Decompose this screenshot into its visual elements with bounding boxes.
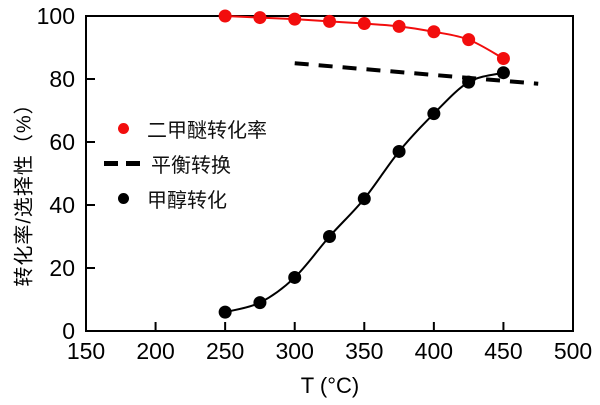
- x-tick-label: 500: [554, 338, 592, 364]
- series-marker-methanol-conversion: [253, 296, 267, 310]
- series-marker-methanol-conversion: [462, 75, 476, 89]
- y-axis-label: 转化率/选择性（%）: [13, 93, 36, 287]
- y-tick-label: 60: [49, 129, 75, 155]
- y-tick-label: 80: [49, 66, 75, 92]
- series-marker-methanol-conversion: [218, 305, 232, 319]
- legend-label-methanol-conversion: 甲醇转化: [147, 189, 227, 212]
- x-tick-label: 250: [206, 338, 244, 364]
- x-tick-label: 400: [415, 338, 453, 364]
- y-tick-label: 20: [49, 255, 75, 281]
- y-tick-label: 100: [37, 3, 75, 29]
- series-line-equilibrium-conversion: [294, 61, 539, 86]
- series-marker-methanol-conversion: [427, 107, 441, 121]
- series-marker-methanol-conversion: [357, 192, 371, 206]
- dash-line-icon: [126, 160, 140, 166]
- series-marker-methanol-conversion: [323, 230, 336, 243]
- x-tick-label: 300: [276, 338, 314, 364]
- series-marker-methanol-conversion: [392, 144, 406, 158]
- series-marker-dme-conversion: [392, 19, 406, 33]
- series-marker-dme-conversion: [218, 9, 232, 23]
- series-marker-methanol-conversion: [496, 66, 510, 80]
- series-marker-dme-conversion: [427, 25, 441, 39]
- legend-item-dme-conversion: 二甲醚转化率: [118, 116, 267, 142]
- legend-label-equilibrium-conversion: 平衡转换: [151, 154, 231, 177]
- legend-item-equilibrium-conversion: 平衡转换: [104, 151, 231, 177]
- x-tick-label: 350: [345, 338, 383, 364]
- x-tick-label: 200: [136, 338, 174, 364]
- series-marker-methanol-conversion: [288, 270, 302, 284]
- series-marker-dme-conversion: [357, 17, 371, 31]
- y-tick-label: 0: [62, 318, 75, 344]
- series-marker-dme-conversion: [323, 14, 336, 28]
- series-marker-dme-conversion: [462, 33, 476, 47]
- x-tick-label: 150: [67, 338, 105, 364]
- x-tick-label: 450: [484, 338, 522, 364]
- legend-label-dme-conversion: 二甲醚转化率: [147, 119, 267, 142]
- dash-line-icon: [104, 160, 118, 166]
- series-marker-dme-conversion: [288, 12, 302, 26]
- black-dot-icon: [118, 192, 129, 204]
- series-marker-dme-conversion: [253, 11, 267, 25]
- y-tick-label: 40: [49, 192, 75, 218]
- series-marker-dme-conversion: [496, 52, 510, 66]
- red-dot-icon: [118, 122, 129, 134]
- x-axis-label: T (°C): [300, 373, 360, 398]
- legend-item-methanol-conversion: 甲醇转化: [118, 186, 227, 212]
